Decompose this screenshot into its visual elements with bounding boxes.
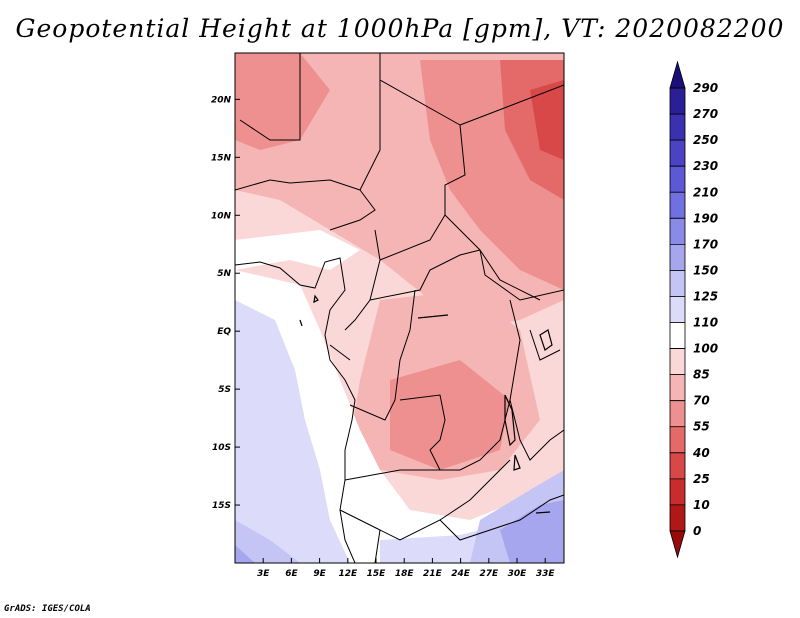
lakes bbox=[299, 294, 553, 514]
colorbar-label: 125 bbox=[693, 289, 718, 303]
colorbar-label: 40 bbox=[692, 446, 710, 460]
colorbar-label: 100 bbox=[693, 342, 718, 356]
colorbar-segment bbox=[669, 60, 686, 89]
colorbar-label: 70 bbox=[693, 394, 710, 408]
colorbar-segment bbox=[669, 139, 686, 167]
x-tick-label: 9E bbox=[313, 569, 326, 579]
x-tick-label: 6E bbox=[285, 569, 298, 579]
colorbar-label: 230 bbox=[693, 159, 718, 173]
y-tick-label: 10N bbox=[211, 211, 232, 221]
x-tick-label: 24E bbox=[451, 569, 471, 579]
y-tick-label: EQ bbox=[217, 327, 231, 337]
map-frame bbox=[234, 52, 565, 564]
x-tick-label: 21E bbox=[423, 569, 443, 579]
colorbar-label: 0 bbox=[693, 524, 701, 538]
x-tick-label: 12E bbox=[338, 569, 358, 579]
colorbar-label: 10 bbox=[693, 498, 710, 512]
x-tick-label: 18E bbox=[395, 569, 415, 579]
y-tick-label: 5S bbox=[218, 385, 231, 395]
colorbar-label: 270 bbox=[693, 107, 718, 121]
axis-ticks: 3E 6E 9E 12E 15E 18E 21E 24E 27E 30E 33E 20N 15N 10N 5… bbox=[211, 95, 555, 579]
map-title: Geopotential Height at 1000hPa [gpm], VT… bbox=[15, 14, 785, 43]
colorbar-label: 150 bbox=[693, 263, 718, 277]
colorbar-segment bbox=[669, 87, 686, 115]
colorbar-label: 210 bbox=[693, 185, 718, 199]
colorbar-segment bbox=[669, 217, 686, 245]
colorbar-segment bbox=[669, 296, 686, 323]
x-tick-label: 30E bbox=[508, 569, 528, 579]
colorbar-segment bbox=[669, 530, 686, 559]
colorbar-label: 170 bbox=[693, 237, 718, 251]
colorbar-label: 85 bbox=[693, 368, 710, 382]
grads-credit: GrADS: IGES/COLA bbox=[4, 604, 91, 614]
y-tick-label: 20N bbox=[211, 95, 232, 105]
colorbar-label: 190 bbox=[693, 211, 718, 225]
colorbar-segment bbox=[669, 452, 686, 480]
colorbar-segment bbox=[669, 504, 686, 532]
colorbar-label: 110 bbox=[693, 316, 718, 330]
y-tick-label: 10S bbox=[212, 443, 231, 453]
y-tick-label: 5N bbox=[217, 269, 231, 279]
colorbar-segment bbox=[669, 165, 686, 193]
colorbar-label: 250 bbox=[693, 133, 718, 147]
country-borders bbox=[235, 53, 564, 563]
x-tick-label: 15E bbox=[367, 569, 387, 579]
colorbar-label: 55 bbox=[693, 420, 710, 434]
colorbar-segment bbox=[669, 478, 686, 506]
colorbar-segment bbox=[669, 348, 686, 376]
x-tick-label: 3E bbox=[257, 569, 270, 579]
colorbar-label: 290 bbox=[693, 81, 718, 95]
colorbar-segment bbox=[669, 270, 686, 297]
x-tick-label: 27E bbox=[479, 569, 499, 579]
colorbar-segment bbox=[669, 374, 686, 402]
colorbar-segment bbox=[669, 113, 686, 141]
colorbar-segment bbox=[669, 322, 686, 349]
colorbar-segment bbox=[669, 243, 686, 271]
colorbar-segment bbox=[669, 191, 686, 219]
y-tick-label: 15S bbox=[212, 501, 231, 511]
x-tick-label: 33E bbox=[536, 569, 556, 579]
colorbar-label: 25 bbox=[693, 472, 710, 486]
colorbar-segment bbox=[669, 400, 686, 428]
height-field bbox=[235, 53, 564, 563]
colorbar-segment bbox=[669, 426, 686, 454]
y-tick-label: 15N bbox=[211, 153, 232, 163]
colorbar: 2902702502302101901701501251101008570554… bbox=[669, 60, 718, 559]
